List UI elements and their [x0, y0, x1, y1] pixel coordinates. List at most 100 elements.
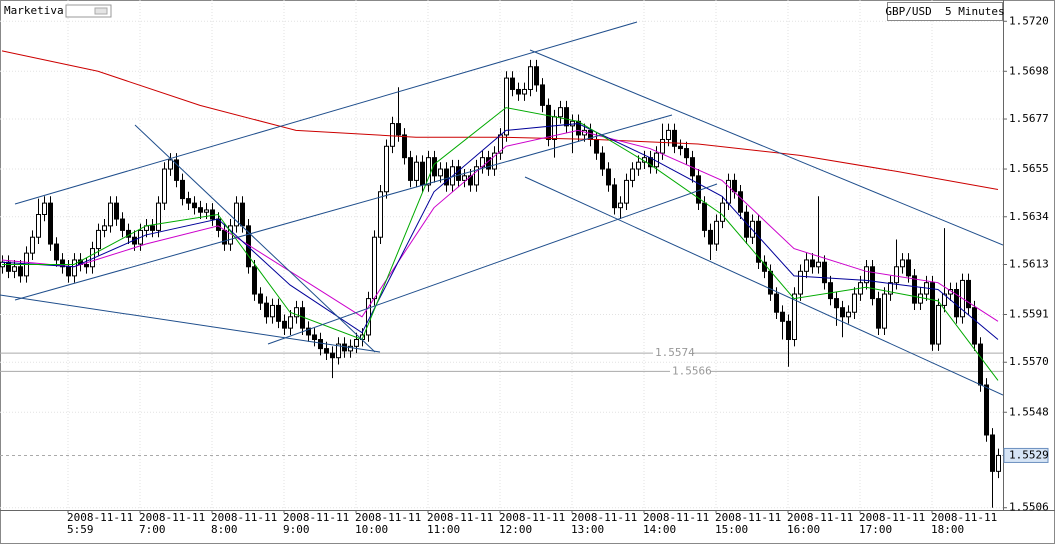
- candle-body: [264, 302, 269, 318]
- candle-body: [822, 261, 827, 284]
- candle-body: [810, 259, 815, 268]
- candle-body: [612, 184, 617, 209]
- candle-body: [270, 304, 275, 318]
- candle-body: [462, 175, 467, 181]
- candle-body: [276, 304, 281, 322]
- y-tick-label: 1.5720: [1009, 14, 1049, 27]
- candle-body: [846, 311, 851, 318]
- candle-body: [432, 157, 437, 177]
- trendline: [14, 114, 673, 301]
- candle-body: [282, 320, 287, 329]
- candle-body: [348, 345, 353, 352]
- input-button[interactable]: [94, 7, 108, 15]
- candle-body: [198, 207, 203, 213]
- candle-body: [294, 307, 299, 318]
- candle-body: [774, 293, 779, 313]
- y-tick-label: 1.5698: [1009, 64, 1049, 77]
- candle-body: [726, 179, 731, 204]
- level-label: 1.5574: [655, 346, 695, 359]
- y-tick-label: 1.5613: [1009, 258, 1049, 271]
- x-tick-label: 2008-11-11 12:00: [499, 511, 566, 536]
- x-tick-label: 2008-11-11 15:00: [715, 511, 782, 536]
- y-tick-label: 1.5591: [1009, 308, 1049, 321]
- candle-body: [456, 166, 461, 181]
- candle-body: [390, 123, 395, 147]
- candle-body: [96, 229, 101, 250]
- average-line: [1, 129, 999, 322]
- candle-body: [150, 225, 155, 231]
- x-tick-label: 2008-11-11 9:00: [283, 511, 350, 536]
- candle-body: [72, 259, 77, 277]
- candle-body: [840, 307, 845, 318]
- candle-body: [186, 198, 191, 204]
- candle-body: [258, 293, 263, 304]
- average-line: [2, 107, 999, 381]
- candle-body: [522, 88, 527, 95]
- candle-body: [510, 77, 515, 90]
- candle-body: [636, 161, 641, 170]
- candle-body: [678, 145, 683, 150]
- candle-body: [786, 320, 791, 341]
- candle-body: [708, 229, 713, 245]
- candle-body: [240, 202, 245, 227]
- candle-body: [672, 129, 677, 147]
- candle-body: [180, 179, 185, 200]
- candle-body: [816, 261, 821, 268]
- candle-body: [408, 157, 413, 181]
- candle-body: [966, 279, 971, 309]
- candle-body: [660, 138, 665, 154]
- candle-body: [102, 225, 107, 231]
- candle-body: [930, 282, 935, 345]
- candle-body: [114, 202, 119, 220]
- candle-body: [192, 202, 197, 209]
- last-price-box: [1003, 447, 1049, 463]
- candle-body: [618, 202, 623, 209]
- candle-body: [372, 236, 377, 300]
- candle-body: [378, 191, 383, 238]
- candle-body: [288, 316, 293, 329]
- level-label-bg: [670, 365, 710, 378]
- average-line: [1, 123, 999, 340]
- level-label: 1.5566: [672, 364, 712, 377]
- candle-body: [234, 202, 239, 227]
- y-tick-label: 1.5506: [1009, 501, 1049, 514]
- candle-body: [444, 168, 449, 186]
- candle-body: [978, 343, 983, 386]
- y-tick-label: 1.5655: [1009, 162, 1049, 175]
- y-tick-label: 1.5570: [1009, 355, 1049, 368]
- candle-body: [606, 168, 611, 186]
- candle-body: [306, 327, 311, 336]
- x-tick-label: 2008-11-11 13:00: [571, 511, 638, 536]
- candle-body: [756, 220, 761, 263]
- candle-body: [336, 343, 341, 359]
- trendline: [267, 183, 718, 345]
- candle-body: [828, 282, 833, 300]
- candle-body: [516, 88, 521, 95]
- candle-body: [156, 202, 161, 231]
- y-tick-label: 1.5677: [1009, 112, 1049, 125]
- candle-body: [780, 311, 785, 322]
- candle-body: [414, 161, 419, 181]
- candle-body: [852, 293, 857, 313]
- candle-body: [6, 261, 11, 272]
- candle-body: [942, 293, 947, 306]
- candle-body: [66, 266, 71, 277]
- candle-body: [318, 339, 323, 350]
- trendline: [14, 21, 638, 205]
- candle-body: [42, 202, 47, 215]
- candle-body: [906, 259, 911, 277]
- candle-body: [630, 168, 635, 181]
- x-tick-label: 2008-11-11 8:00: [211, 511, 278, 536]
- x-tick-label: 2008-11-11 17:00: [859, 511, 926, 536]
- candle-body: [534, 66, 539, 86]
- candle-body: [492, 152, 497, 170]
- candle-body: [792, 293, 797, 341]
- candle-body: [996, 454, 1001, 472]
- brand: Marketiva: [4, 4, 64, 17]
- candle-body: [60, 259, 65, 268]
- candle-body: [684, 148, 689, 159]
- candle-body: [732, 179, 737, 193]
- trendline: [529, 49, 1003, 246]
- candle-body: [936, 304, 941, 345]
